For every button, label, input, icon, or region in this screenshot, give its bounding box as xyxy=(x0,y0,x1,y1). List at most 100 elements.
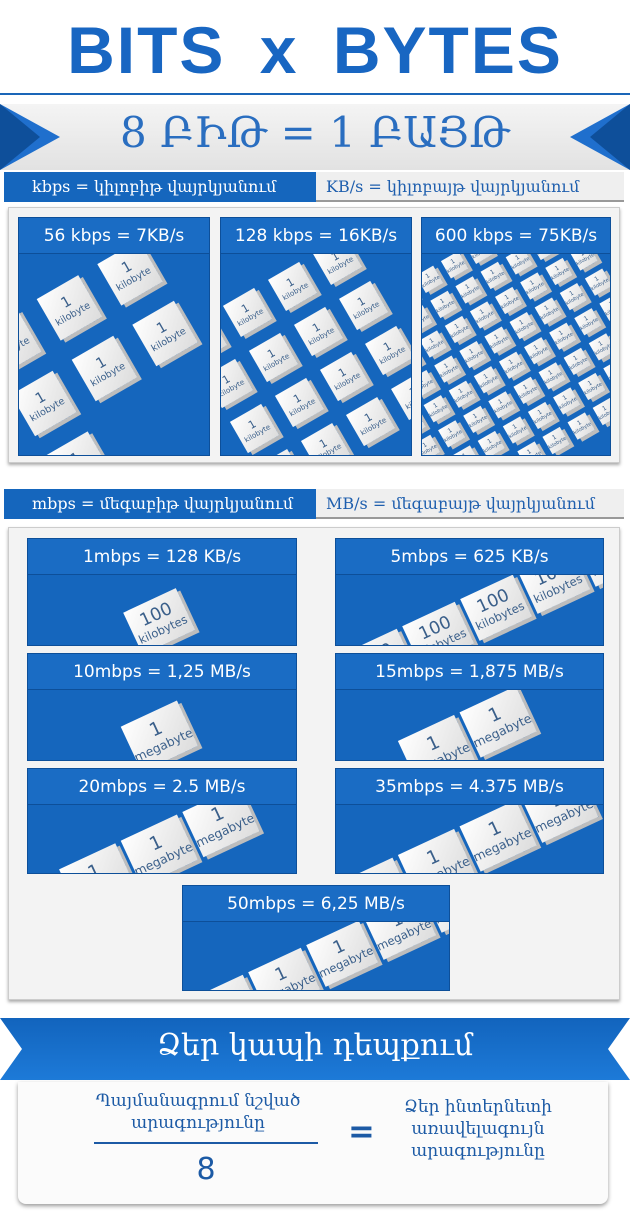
mbps-definition: mbps = մեգաբիթ վայրկյանում xyxy=(4,489,316,519)
tile-number: 1 xyxy=(461,451,468,455)
tile-unit: kilobyte xyxy=(88,359,128,389)
card-title: 50mbps = 6,25 MB/s xyxy=(183,886,449,922)
card-title: 35mbps = 4.375 MB/s xyxy=(336,769,603,805)
mb-card: 50mbps = 6,25 MB/s1megabyte1megabyte1meg… xyxy=(182,885,450,991)
tile-unit: kilobyte xyxy=(287,395,317,418)
tile-area: 1kilobyte1kilobyte1kilobyte1kilobyte1kil… xyxy=(422,254,610,455)
tile-unit: megabyte xyxy=(408,739,472,760)
tile-area: 1kilobyte1kilobyte1kilobyte1kilobyte1kil… xyxy=(19,254,209,455)
mb-card: 35mbps = 4.375 MB/s1megabyte1megabyte1me… xyxy=(335,768,604,874)
equals-sign: = xyxy=(348,1112,375,1150)
card-title: 128 kbps = 16KB/s xyxy=(221,218,411,254)
kb-card: 128 kbps = 16KB/s 1 kilobyte 1 kilobyte 1 kilo… xyxy=(220,217,412,456)
tile-unit: kilobyte xyxy=(422,417,423,433)
tile-unit: megabyte xyxy=(531,805,596,837)
formula-box: Պայմանագրում նշված արագությունը 8 = Ձեր … xyxy=(18,1082,608,1204)
tile-unit: kilobyte xyxy=(470,254,491,260)
formula-result: Ձեր ինտերնետի առավելագույն արագությունը xyxy=(404,1097,552,1161)
mbs-definition: MB/s = մեգաբայթ վայրկյանում xyxy=(326,494,595,513)
kb-card: 56 kbps = 7KB/s1kilobyte1kilobyte1kiloby… xyxy=(18,217,210,456)
tile-unit: kilobyte xyxy=(28,394,67,424)
tile-area: 1 megabyte xyxy=(28,690,296,760)
tile-number: 1 xyxy=(84,859,105,873)
tile-number: 1 xyxy=(68,449,84,455)
fraction-line xyxy=(94,1142,318,1144)
card-title: 10mbps = 1,25 MB/s xyxy=(28,654,296,690)
tile-area: 1 megabyte 1 megabyte xyxy=(336,690,603,760)
tile-unit: kilobyte xyxy=(358,414,388,437)
kb-panel: 56 kbps = 7KB/s1kilobyte1kilobyte1kiloby… xyxy=(8,207,620,463)
ribbon-right-fold-icon xyxy=(590,104,630,170)
tile-unit: kilobyte xyxy=(149,324,188,354)
tile-area: 100 kilobytes xyxy=(28,575,296,645)
kb-card: 600 kbps = 75KB/s1kilobyte1kilobyte1kilo… xyxy=(421,217,611,456)
tile-number: 1 xyxy=(407,383,411,399)
tile-area: 1megabyte1megabyte1megabyte1megabyte1meg… xyxy=(183,922,449,990)
tile-number: 100 xyxy=(358,640,397,645)
tile-unit: megabyte xyxy=(433,922,449,927)
tile-unit: kilobyte xyxy=(535,254,556,256)
tile-unit: kilobyte xyxy=(325,254,356,276)
card-title: 15mbps = 1,875 MB/s xyxy=(336,654,603,690)
mb-card: 10mbps = 1,25 MB/s 1 megabyte xyxy=(27,653,297,761)
tile-area: 1megabyte1megabyte1megabyte1megabyte xyxy=(336,805,603,873)
tile-unit: kilobyte xyxy=(306,324,336,347)
tile-area: 100kilobytes100kilobytes100kilobytes100k… xyxy=(336,575,603,645)
footer-ribbon xyxy=(0,1018,630,1080)
tile-number: 1 xyxy=(607,299,610,308)
tile-unit: kilobyte xyxy=(351,298,382,321)
card-title: 20mbps = 2.5 MB/s xyxy=(28,769,296,805)
formula-denominator: 8 xyxy=(196,1152,216,1187)
kbs-definition: KB/s = կիլոբայթ վայրկյանում xyxy=(326,177,580,196)
